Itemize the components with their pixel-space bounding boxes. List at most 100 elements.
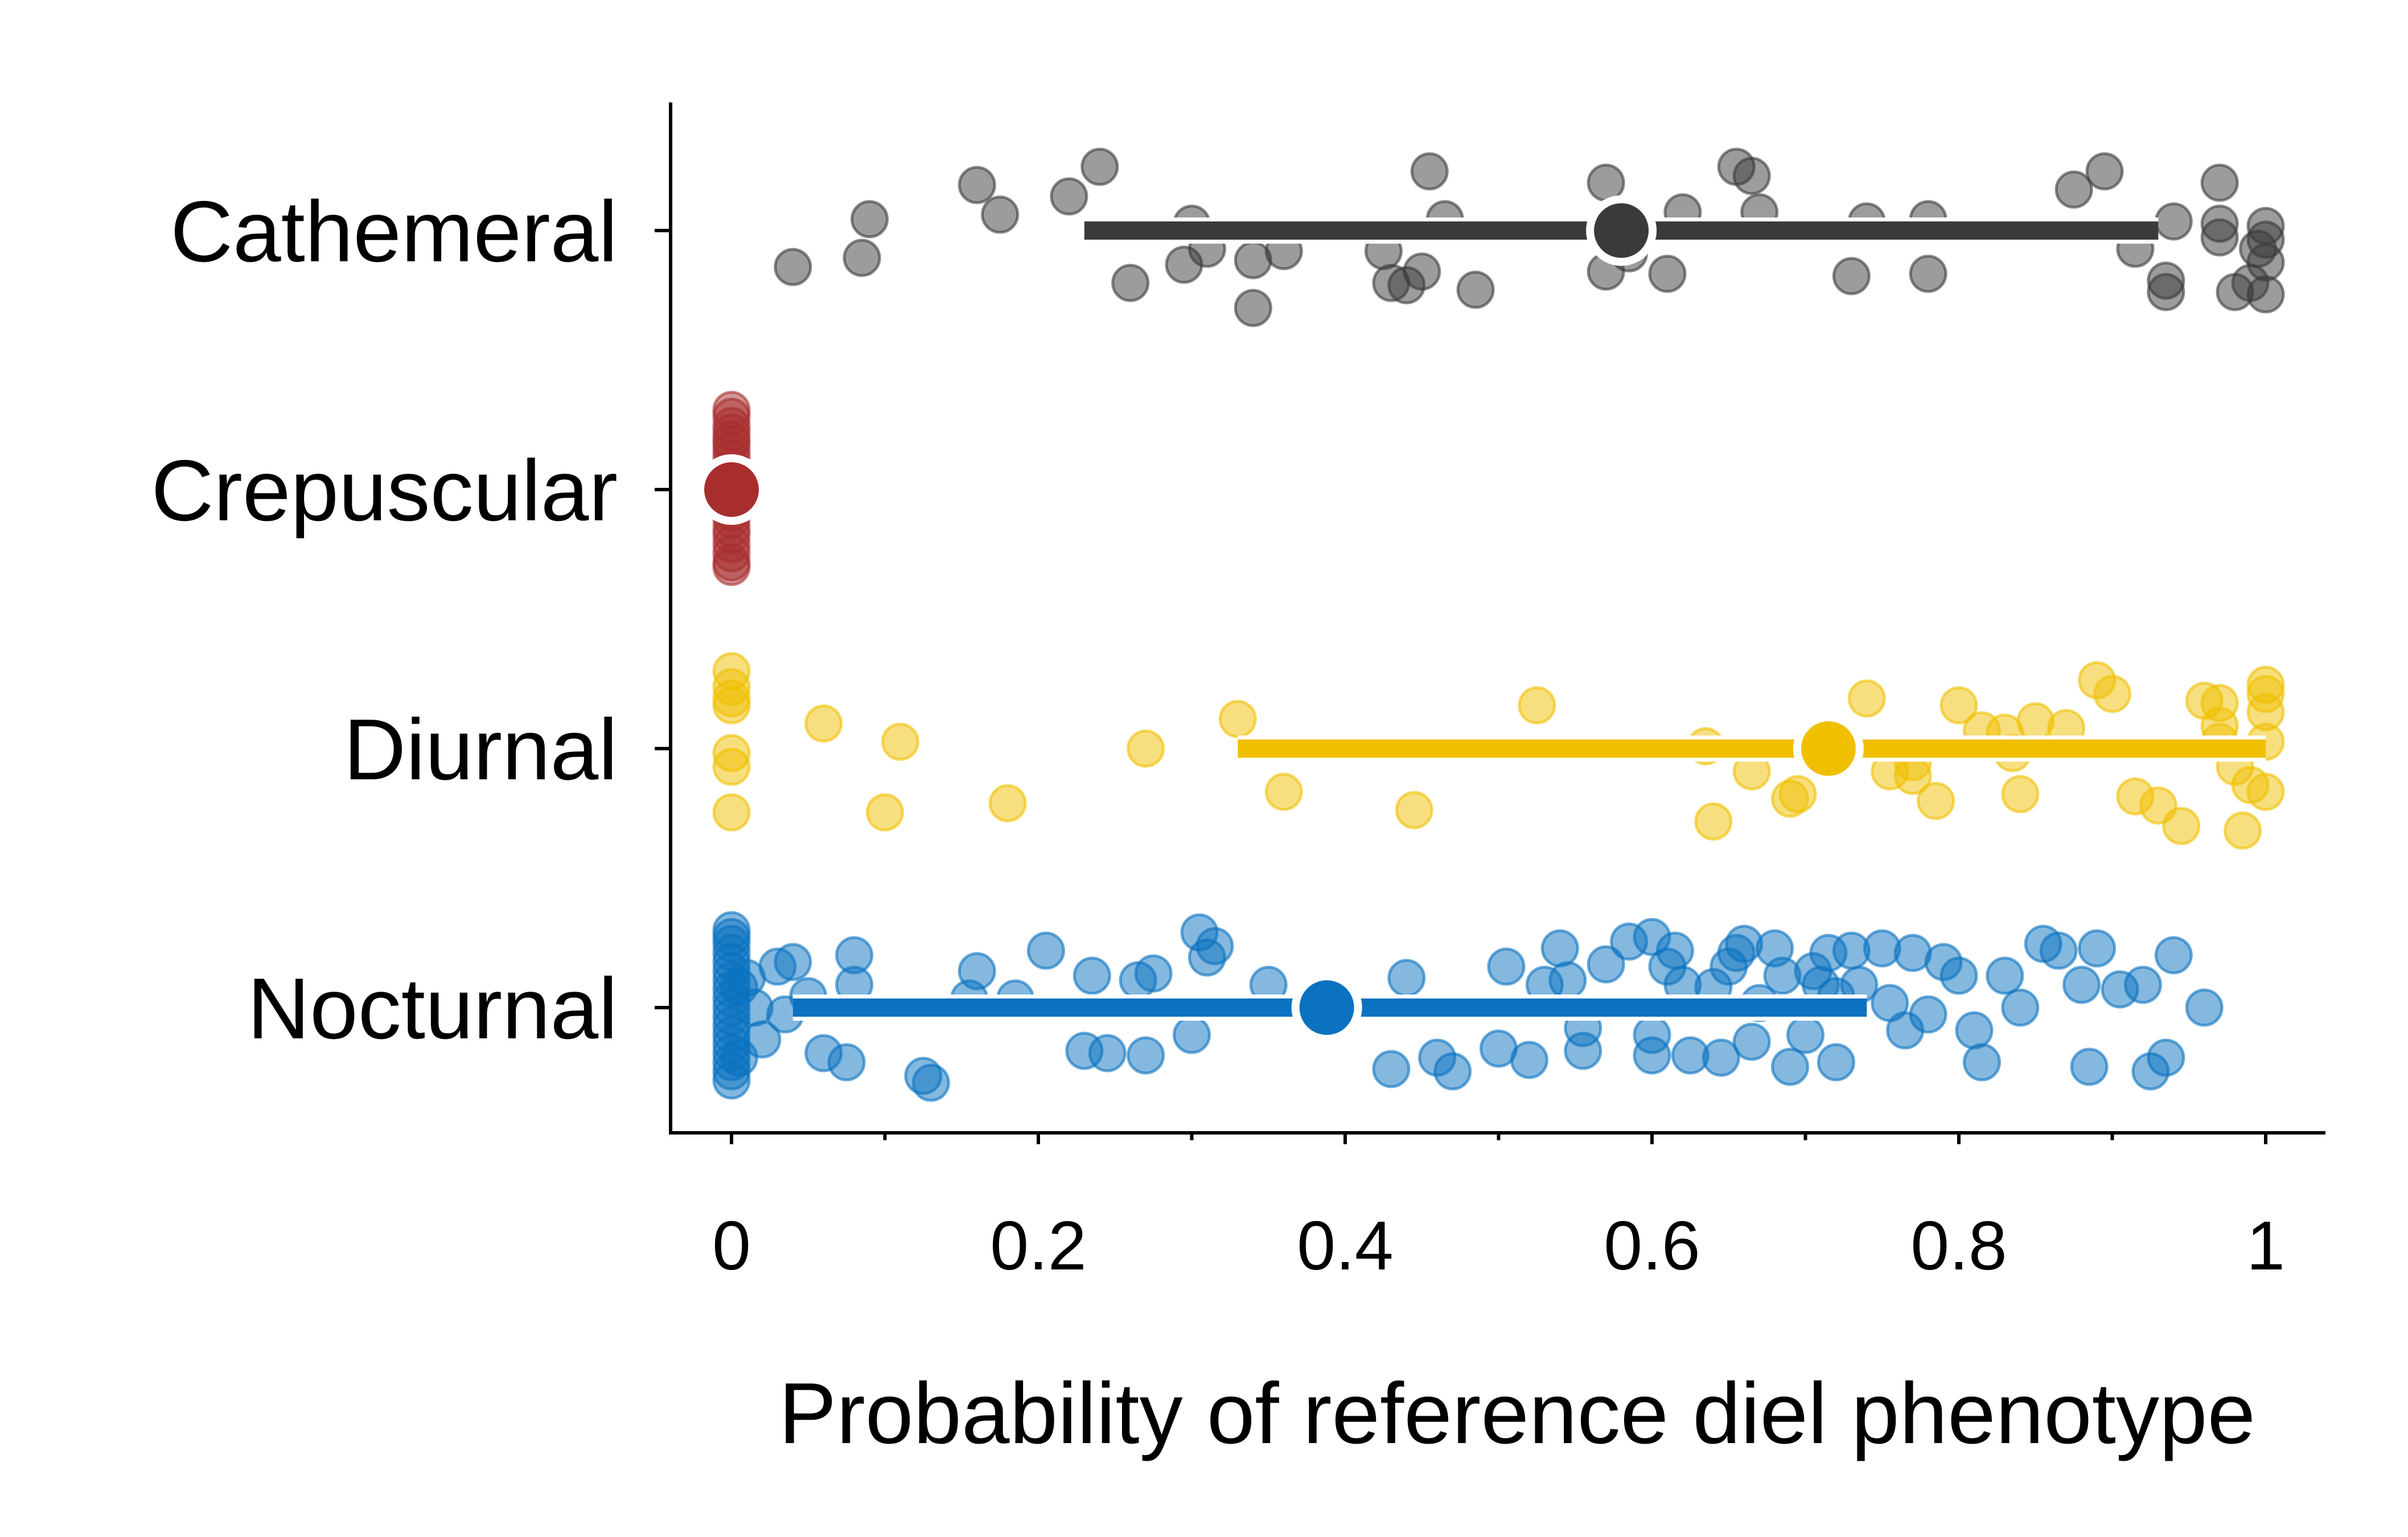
data-point-nocturnal bbox=[774, 943, 812, 981]
data-point-nocturnal bbox=[1487, 947, 1526, 986]
category-labels: Cathemeral Crepuscular Diurnal Nocturnal bbox=[151, 183, 671, 1057]
data-point-nocturnal bbox=[1195, 927, 1234, 965]
data-point-nocturnal bbox=[2078, 929, 2117, 968]
data-point-nocturnal bbox=[2123, 965, 2162, 1004]
data-point-nocturnal bbox=[1633, 1036, 1671, 1075]
category-label-cathemeral: Cathemeral bbox=[170, 183, 618, 280]
data-point-nocturnal bbox=[2001, 988, 2040, 1027]
data-point-cathemeral bbox=[1732, 157, 1771, 195]
data-point-nocturnal bbox=[2154, 936, 2193, 975]
data-point-nocturnal bbox=[1962, 1043, 2001, 1082]
data-point-nocturnal bbox=[1026, 931, 1065, 970]
data-point-diurnal bbox=[1395, 791, 1433, 829]
data-point-cathemeral bbox=[774, 248, 812, 286]
data-point-cathemeral bbox=[1587, 163, 1625, 202]
data-point-cathemeral bbox=[2147, 273, 2185, 311]
x-ticks: 0 0.2 0.4 0.6 0.8 1 bbox=[712, 1133, 2285, 1284]
x-tick-label: 0.2 bbox=[990, 1207, 1087, 1284]
data-point-nocturnal bbox=[1548, 961, 1587, 1000]
data-point-nocturnal bbox=[1173, 1016, 1211, 1054]
data-point-nocturnal bbox=[1655, 931, 1694, 970]
data-point-diurnal bbox=[1778, 775, 1817, 813]
x-tick-label: 0.6 bbox=[1604, 1207, 1700, 1284]
data-point-cathemeral bbox=[2154, 202, 2193, 241]
summary-bars-layer bbox=[696, 195, 2266, 1043]
data-point-diurnal bbox=[1218, 700, 1257, 738]
data-point-diurnal bbox=[2200, 684, 2239, 722]
x-tick-label: 0 bbox=[712, 1207, 751, 1284]
data-point-diurnal bbox=[712, 747, 751, 786]
data-point-nocturnal bbox=[2147, 1038, 2185, 1077]
data-point-diurnal bbox=[2001, 775, 2040, 813]
data-point-nocturnal bbox=[1986, 956, 2024, 995]
data-point-cathemeral bbox=[1410, 152, 1449, 191]
data-point-nocturnal bbox=[1510, 1041, 1548, 1079]
data-point-nocturnal bbox=[1088, 1034, 1127, 1072]
data-point-cathemeral bbox=[1456, 270, 1495, 309]
x-tick-label: 1 bbox=[2246, 1207, 2285, 1284]
data-point-nocturnal bbox=[735, 988, 774, 1027]
data-point-nocturnal bbox=[2062, 965, 2101, 1004]
data-point-nocturnal bbox=[1564, 1031, 1602, 1070]
data-point-diurnal bbox=[1264, 772, 1303, 811]
jitter-points-layer bbox=[712, 147, 2285, 1102]
data-point-diurnal bbox=[988, 784, 1027, 823]
data-point-cathemeral bbox=[850, 200, 889, 239]
data-point-nocturnal bbox=[1955, 1011, 1994, 1050]
data-point-cathemeral bbox=[958, 166, 996, 204]
data-point-cathemeral bbox=[1111, 264, 1150, 302]
data-point-cathemeral bbox=[2085, 152, 2124, 191]
x-axis-title: Probability of reference diel phenotype bbox=[779, 1365, 2255, 1462]
data-point-nocturnal bbox=[911, 1063, 950, 1102]
data-point-diurnal bbox=[1917, 782, 1955, 820]
data-point-nocturnal bbox=[1387, 959, 1426, 997]
data-point-nocturnal bbox=[1127, 1036, 1165, 1075]
data-point-nocturnal bbox=[1372, 1050, 1411, 1088]
data-point-diurnal bbox=[866, 793, 904, 832]
data-point-diurnal bbox=[1939, 686, 1978, 725]
data-point-cathemeral bbox=[1234, 289, 1272, 327]
data-point-nocturnal bbox=[1794, 952, 1832, 991]
data-point-diurnal bbox=[1847, 679, 1886, 718]
data-point-cathemeral bbox=[2246, 275, 2285, 314]
data-point-nocturnal bbox=[1786, 1016, 1825, 1054]
data-point-diurnal bbox=[1518, 686, 1556, 725]
data-point-diurnal bbox=[881, 722, 919, 761]
data-point-cathemeral bbox=[2239, 229, 2278, 268]
data-point-nocturnal bbox=[1433, 1052, 1472, 1091]
data-point-nocturnal bbox=[2185, 988, 2224, 1027]
data-point-nocturnal bbox=[1909, 995, 1947, 1034]
data-point-cathemeral bbox=[1909, 254, 1947, 293]
mean-marker-nocturnal bbox=[1291, 972, 1362, 1043]
data-point-cathemeral bbox=[843, 239, 881, 277]
data-point-diurnal bbox=[712, 686, 751, 725]
data-point-cathemeral bbox=[981, 195, 1020, 234]
data-point-diurnal bbox=[2093, 675, 2131, 713]
data-point-nocturnal bbox=[1540, 929, 1579, 968]
mean-marker-diurnal bbox=[1793, 713, 1864, 784]
data-point-cathemeral bbox=[1080, 147, 1119, 186]
x-tick-label: 0.4 bbox=[1297, 1207, 1394, 1284]
data-point-nocturnal bbox=[1587, 945, 1625, 984]
x-tick-label: 0.8 bbox=[1910, 1207, 2007, 1284]
data-point-diurnal bbox=[1694, 802, 1733, 841]
data-point-cathemeral bbox=[1050, 177, 1088, 216]
data-point-diurnal bbox=[712, 793, 751, 832]
data-point-diurnal bbox=[2224, 811, 2262, 850]
data-point-nocturnal bbox=[1817, 1043, 1855, 1082]
data-point-nocturnal bbox=[958, 952, 996, 991]
mean-marker-cathemeral bbox=[1586, 195, 1657, 266]
data-point-cathemeral bbox=[1832, 257, 1871, 295]
data-point-cathemeral bbox=[1403, 252, 1441, 291]
data-point-cathemeral bbox=[2054, 170, 2093, 209]
category-label-diurnal: Diurnal bbox=[343, 701, 618, 798]
data-point-nocturnal bbox=[1771, 1047, 1810, 1086]
data-point-nocturnal bbox=[1732, 1022, 1771, 1061]
data-point-nocturnal bbox=[1924, 943, 1963, 981]
data-point-cathemeral bbox=[1648, 254, 1687, 293]
data-point-cathemeral bbox=[2200, 218, 2239, 257]
data-point-nocturnal bbox=[2039, 931, 2078, 970]
data-point-diurnal bbox=[1127, 729, 1165, 768]
data-point-nocturnal bbox=[1702, 1038, 1740, 1077]
